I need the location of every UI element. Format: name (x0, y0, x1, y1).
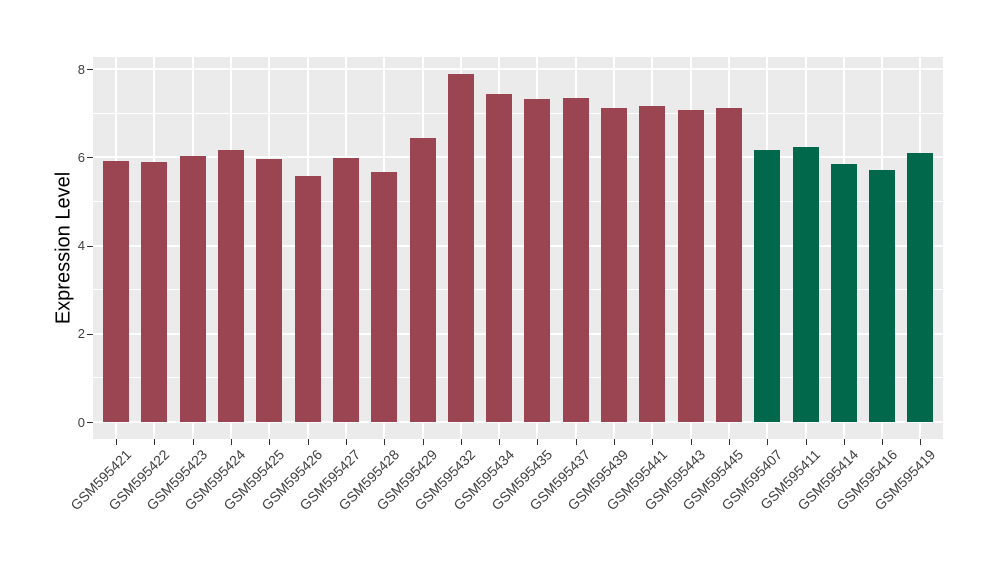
bar (601, 108, 627, 422)
y-tick-mark (87, 333, 93, 335)
gridline-y-minor (93, 377, 943, 379)
bar (332, 157, 359, 422)
y-tick-mark (87, 69, 93, 71)
bar (907, 152, 934, 422)
bar (294, 176, 321, 422)
gridline-y-major (93, 68, 943, 71)
gridline-y-major (93, 156, 943, 159)
x-tick-mark (192, 439, 194, 445)
x-tick-mark (882, 439, 884, 445)
x-tick-mark (154, 439, 156, 445)
bar (792, 147, 819, 422)
bar (141, 162, 168, 422)
bar (371, 172, 398, 422)
x-tick-mark (499, 439, 501, 445)
y-tick-mark (87, 245, 93, 247)
bar (103, 160, 130, 422)
x-tick-mark (767, 439, 769, 445)
x-tick-mark (805, 439, 807, 445)
x-tick-mark (614, 439, 615, 445)
bar (256, 159, 283, 422)
bar (639, 106, 666, 422)
x-tick-mark (690, 439, 692, 445)
x-tick-mark (652, 439, 654, 445)
y-tick-label: 0 (77, 414, 85, 430)
x-tick-mark (460, 439, 462, 445)
gridline-y-major (93, 244, 943, 247)
x-tick-mark (575, 439, 577, 445)
x-tick-mark (384, 439, 386, 445)
bar (447, 73, 474, 422)
y-tick-label: 2 (77, 326, 85, 342)
x-tick-mark (307, 439, 309, 445)
bar (486, 93, 513, 422)
y-tick-label: 4 (77, 238, 85, 254)
bar (179, 156, 206, 422)
x-tick-mark (269, 439, 271, 445)
x-tick-mark (231, 439, 232, 445)
x-tick-mark (422, 439, 424, 445)
y-tick-mark (87, 422, 93, 423)
bar (869, 170, 896, 422)
bar (677, 110, 704, 422)
bar (562, 97, 589, 422)
gridline-y-minor (93, 112, 943, 114)
x-tick-mark (537, 439, 539, 445)
bar (218, 149, 244, 422)
gridline-y-minor (93, 289, 943, 291)
y-tick-label: 6 (77, 149, 85, 165)
gridline-y-minor (93, 201, 943, 202)
bar (409, 137, 436, 422)
x-tick-mark (920, 439, 922, 445)
x-tick-mark (843, 439, 845, 445)
gridline-y-major (93, 332, 943, 335)
bar (524, 98, 551, 422)
x-tick-mark (345, 439, 347, 445)
bar (830, 164, 857, 422)
plot-panel (93, 57, 943, 439)
gridline-y-major (93, 421, 943, 423)
y-tick-mark (87, 157, 93, 159)
bar (754, 149, 781, 422)
x-tick-mark (116, 439, 118, 445)
x-tick-mark (728, 439, 730, 445)
bar (715, 108, 742, 422)
y-tick-label: 8 (77, 61, 85, 77)
